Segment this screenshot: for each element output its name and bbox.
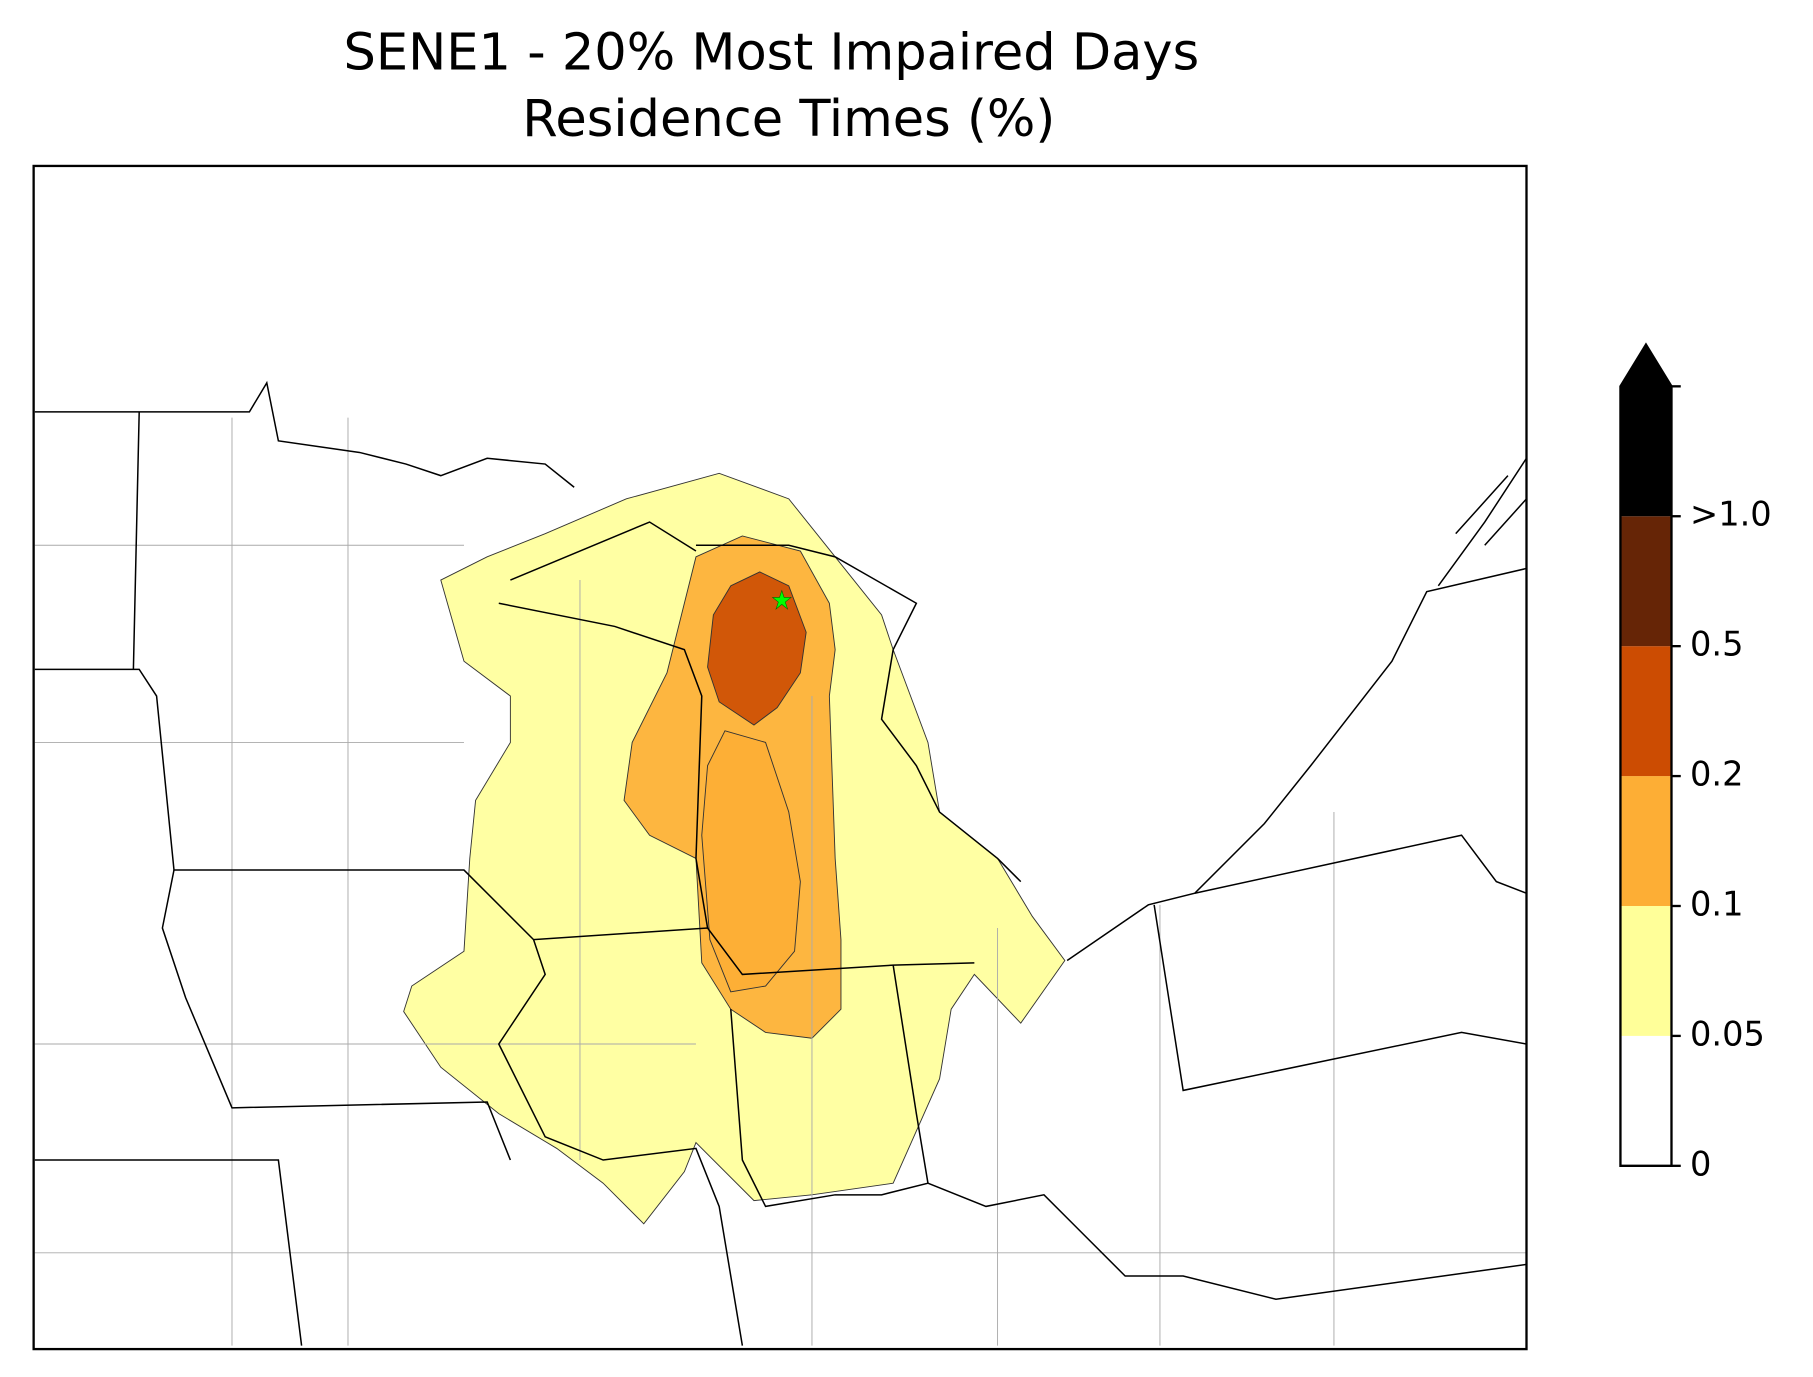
colorbar-segment xyxy=(1620,905,1672,1036)
contour-area xyxy=(701,730,801,993)
colorbar-segment xyxy=(1620,776,1672,906)
colorbar-outline xyxy=(1619,342,1673,1167)
boundaries xyxy=(34,380,1528,1346)
colorbar-tick-label: 0.2 xyxy=(1690,755,1743,794)
colorbar-segment xyxy=(1620,1035,1672,1166)
colorbar-tick-label: 0 xyxy=(1690,1144,1711,1183)
colorbar-tick-label: >1.0 xyxy=(1690,495,1772,534)
title: SENE1 - 20% Most Impaired Days xyxy=(344,24,1200,83)
colorbar-segment xyxy=(1620,516,1672,647)
contours xyxy=(403,472,1066,1225)
colorbar-extension xyxy=(1620,344,1672,517)
receptor-marker xyxy=(771,589,792,610)
contour-area xyxy=(707,571,807,726)
map-area xyxy=(32,164,1528,1351)
colorbar-tick-label: 0.05 xyxy=(1690,1014,1765,1053)
colorbar-segment xyxy=(1620,646,1672,777)
colorbar-tick-label: 0.5 xyxy=(1690,625,1743,664)
colorbar: 0 0.05 0.1 0.2 0.5 >1.0 xyxy=(1619,342,1772,1183)
map-frame xyxy=(32,164,1528,1351)
colorbar-tick-label: 0.1 xyxy=(1690,884,1743,923)
subtitle: Residence Times (%) xyxy=(522,90,1055,149)
